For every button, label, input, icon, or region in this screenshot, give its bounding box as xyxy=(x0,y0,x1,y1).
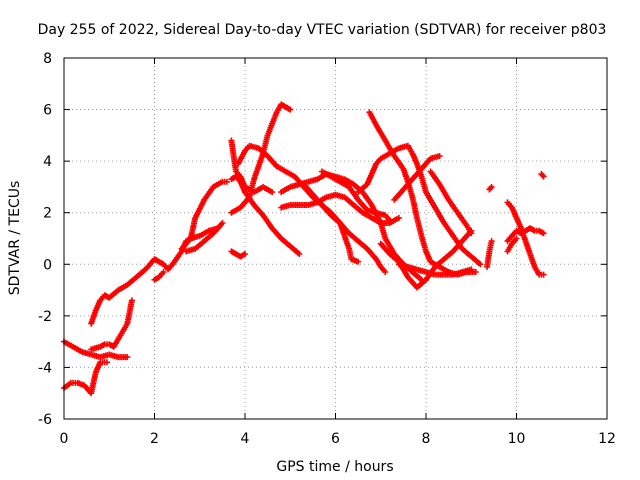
data-point-markers xyxy=(395,261,475,278)
series-track-5 xyxy=(151,269,167,283)
series-track-22 xyxy=(427,168,475,237)
x-axis-title: GPS time / hours xyxy=(276,459,393,475)
data-point-markers xyxy=(178,178,230,252)
series-track-17 xyxy=(355,142,484,268)
data-point-markers xyxy=(300,181,389,275)
series-track-2 xyxy=(61,359,110,397)
series-track-3 xyxy=(88,297,135,353)
x-tick-label: 8 xyxy=(422,431,431,447)
data-point-markers xyxy=(228,248,248,260)
data-point-markers xyxy=(228,101,294,216)
series-track-23 xyxy=(484,238,495,270)
plot-area xyxy=(61,101,547,397)
x-tick-label: 6 xyxy=(331,431,340,447)
series-track-25 xyxy=(504,199,547,278)
series-track-10 xyxy=(228,137,276,196)
data-point-markers xyxy=(391,153,443,203)
series-track-9 xyxy=(228,173,303,257)
series-track-15 xyxy=(300,181,389,275)
y-tick-label: -6 xyxy=(38,412,52,428)
data-point-markers xyxy=(183,220,226,255)
x-tick-label: 10 xyxy=(508,431,526,447)
series-track-24 xyxy=(486,183,495,193)
y-tick-label: 6 xyxy=(43,103,52,119)
data-point-markers xyxy=(504,235,520,255)
series-track-21 xyxy=(395,261,475,278)
data-point-markers xyxy=(427,168,475,237)
data-point-markers xyxy=(504,199,547,278)
data-point-markers xyxy=(538,171,547,180)
series-track-11 xyxy=(228,101,294,216)
data-point-markers xyxy=(504,225,547,245)
data-point-markers xyxy=(88,297,135,353)
x-tick-label: 0 xyxy=(60,431,69,447)
series-track-1 xyxy=(61,338,131,361)
data-point-markers xyxy=(318,168,393,224)
series-track-8 xyxy=(228,248,248,260)
axis-ticks: 0 2 4 6 8 10 12 -6 -4 -2 0 2 4 6 8 xyxy=(38,51,616,447)
series-track-27 xyxy=(504,235,520,255)
x-tick-label: 4 xyxy=(241,431,250,447)
x-tick-label: 2 xyxy=(150,431,159,447)
y-tick-label: -2 xyxy=(38,309,52,325)
data-point-markers xyxy=(484,238,495,270)
data-point-markers xyxy=(355,142,484,268)
y-tick-label: 4 xyxy=(43,154,52,170)
series-track-7 xyxy=(183,220,226,255)
y-tick-label: -4 xyxy=(38,360,52,376)
data-point-markers xyxy=(151,269,167,283)
series-track-26 xyxy=(504,225,547,245)
series-track-6 xyxy=(178,178,230,252)
data-point-markers xyxy=(486,183,495,193)
chart-title: Day 255 of 2022, Sidereal Day-to-day VTE… xyxy=(38,22,607,38)
y-tick-label: 8 xyxy=(43,51,52,67)
series-track-16 xyxy=(318,168,393,224)
x-tick-label: 12 xyxy=(598,431,616,447)
series-track-28 xyxy=(538,171,547,180)
y-tick-label: 0 xyxy=(43,257,52,273)
y-axis-title: SDTVAR / TECUs xyxy=(7,181,23,296)
series-track-20 xyxy=(391,153,443,203)
y-tick-label: 2 xyxy=(43,206,52,222)
